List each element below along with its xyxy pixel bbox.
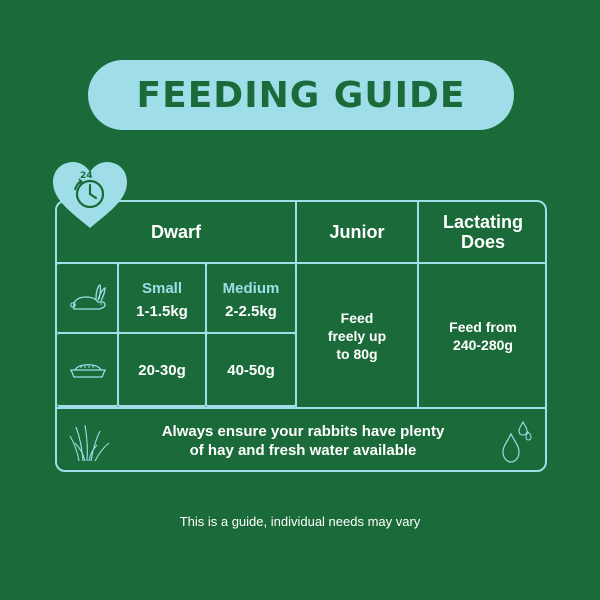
row-divider [57, 262, 545, 264]
small-weight: 1-1.5kg [136, 303, 188, 320]
heart-clock-icon: 24 [53, 162, 127, 228]
cell-medium-amount [205, 332, 297, 407]
medium-weight: 2-2.5kg [225, 303, 277, 320]
header-junior: Junior [329, 222, 385, 242]
hay-water-note: Always ensure your rabbits have plenty o… [161, 422, 445, 459]
hay-grass-icon [69, 424, 110, 462]
header-lactating-does: Lactating Does [442, 212, 523, 252]
page-title: FEEDING GUIDE [136, 74, 466, 116]
disclaimer-footer: This is a guide, individual needs may va… [179, 514, 421, 529]
badge-hours: 24 [80, 171, 93, 181]
medium-label: Medium [222, 280, 280, 297]
junior-amount: Feed freely up to 80g [327, 309, 387, 362]
header-dwarf: Dwarf [150, 222, 201, 242]
water-drops-icon-wrap [487, 415, 545, 469]
food-bowl-icon [70, 363, 106, 378]
small-label: Small [141, 280, 183, 297]
small-amount: 20-30g [138, 362, 186, 379]
rabbit-icon-wrap [57, 262, 119, 334]
lactating-amount: Feed from 240-280g [449, 318, 517, 353]
row-divider [57, 407, 545, 409]
medium-size: Medium 2-2.5kg [207, 268, 295, 332]
water-drops-icon [502, 420, 532, 463]
small-size: Small 1-1.5kg [119, 268, 205, 332]
bowl-icon-wrap [57, 332, 119, 407]
rabbit-icon [70, 284, 106, 310]
grass-icon-wrap [61, 415, 121, 469]
clock-heart-badge: 24 [51, 160, 129, 230]
title-banner: FEEDING GUIDE [88, 60, 514, 130]
medium-amount: 40-50g [227, 362, 275, 379]
col-divider [417, 202, 419, 407]
feeding-table: Dwarf Junior Lactating Does Small 1-1.5k… [55, 200, 547, 472]
